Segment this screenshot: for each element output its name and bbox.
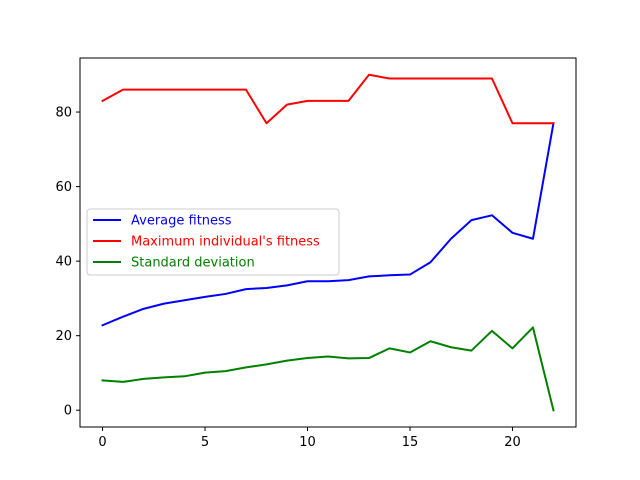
y-tick-label: 40 [55, 255, 72, 270]
y-tick-label: 0 [64, 404, 72, 419]
y-axis-ticks: 0 20 40 60 80 [55, 106, 80, 419]
y-tick-label: 60 [55, 180, 72, 195]
series-line-2 [101, 326, 555, 412]
x-axis-ticks: 0 5 10 15 20 [98, 427, 521, 450]
legend-label-1: Maximum individual's fitness [131, 235, 320, 250]
x-tick-label: 5 [201, 435, 209, 450]
x-tick-label: 0 [98, 435, 106, 450]
y-tick-label: 20 [55, 329, 72, 344]
plot-lines [101, 73, 555, 412]
legend-box [86, 208, 340, 276]
legend-label-2: Standard deviation [131, 256, 255, 271]
y-tick-label: 80 [55, 106, 72, 121]
series-line-1 [101, 73, 555, 125]
series-line-0 [101, 122, 555, 327]
x-tick-label: 10 [299, 435, 316, 450]
axes-frame [79, 57, 577, 428]
legend-label-0: Average fitness [131, 214, 232, 229]
legend: Average fitness Maximum individual's fitn… [86, 208, 340, 276]
x-tick-label: 15 [402, 435, 419, 450]
x-tick-label: 20 [504, 435, 521, 450]
